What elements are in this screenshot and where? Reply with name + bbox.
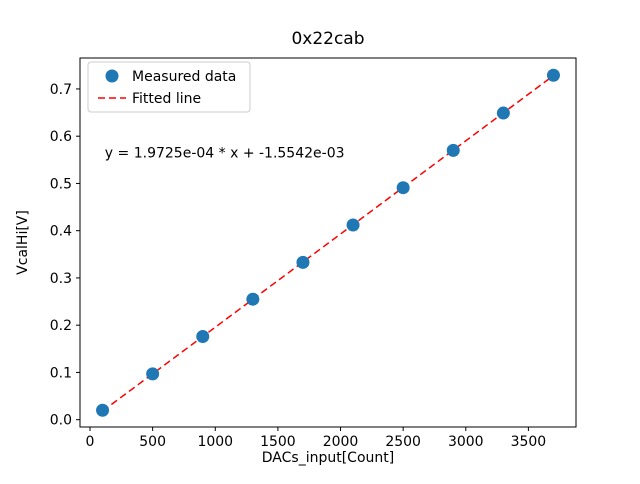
legend-box bbox=[87, 61, 251, 113]
legend-label-measured: Measured data bbox=[132, 69, 236, 85]
y-axis-tick-label: 0.0 bbox=[50, 413, 72, 429]
data-point bbox=[346, 218, 360, 232]
data-point bbox=[96, 403, 110, 417]
x-axis-tick-label: 2500 bbox=[385, 434, 421, 450]
legend-label-fitline: Fitted line bbox=[132, 91, 201, 107]
data-point bbox=[446, 143, 460, 157]
y-axis-label: VcalHi[V] bbox=[15, 210, 31, 275]
y-axis-tick-label: 0.2 bbox=[50, 318, 72, 334]
x-axis-label: DACs_input[Count] bbox=[262, 450, 394, 466]
data-point bbox=[246, 292, 260, 306]
x-axis-tick-label: 0 bbox=[86, 434, 95, 450]
fit-line bbox=[102, 74, 554, 412]
data-point bbox=[546, 68, 560, 82]
data-point bbox=[496, 106, 510, 120]
annotation-equation: y = 1.9725e-04 * x + -1.5542e-03 bbox=[105, 146, 345, 162]
y-axis-tick-label: 0.5 bbox=[50, 176, 72, 192]
chart-title: 0x22cab bbox=[291, 29, 364, 49]
x-axis-tick-label: 500 bbox=[139, 434, 166, 450]
data-point bbox=[196, 330, 210, 344]
y-axis-tick-label: 0.4 bbox=[50, 224, 72, 240]
plot-area bbox=[79, 57, 577, 428]
x-axis-tick-label: 3500 bbox=[511, 434, 547, 450]
x-axis-tick-label: 3000 bbox=[448, 434, 484, 450]
x-axis-tick-label: 2000 bbox=[323, 434, 359, 450]
y-axis-tick-label: 0.6 bbox=[50, 129, 72, 145]
data-point bbox=[296, 255, 310, 269]
y-axis-tick-label: 0.1 bbox=[50, 365, 72, 381]
y-axis-tick-label: 0.3 bbox=[50, 271, 72, 287]
legend-marker-measured bbox=[105, 69, 119, 83]
x-axis-tick-label: 1000 bbox=[197, 434, 233, 450]
x-axis-tick-label: 1500 bbox=[260, 434, 296, 450]
y-axis-tick-label: 0.7 bbox=[50, 82, 72, 98]
data-point bbox=[146, 367, 160, 381]
data-point bbox=[396, 181, 410, 195]
